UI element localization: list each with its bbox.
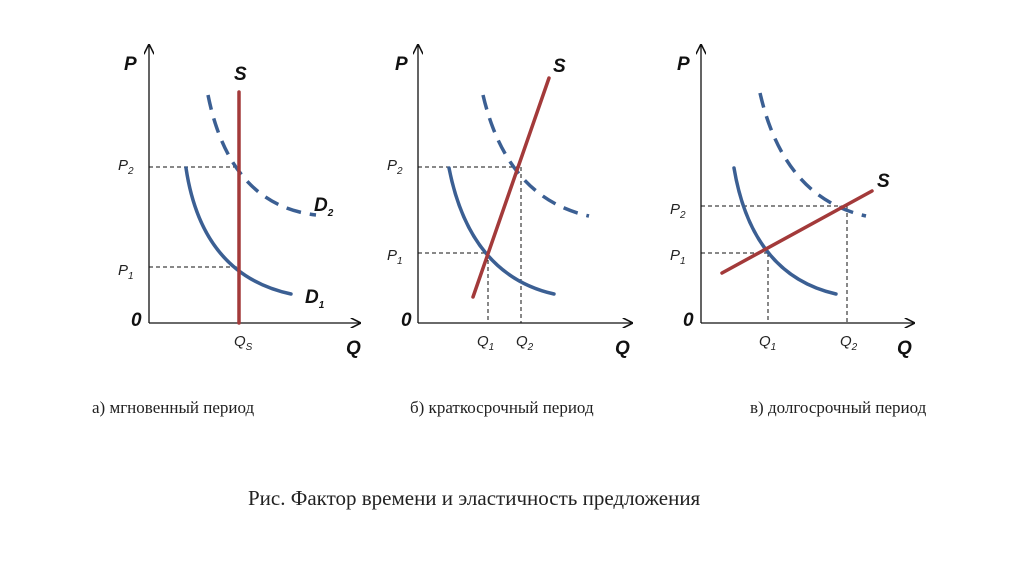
panel-c-demand-curve-2 <box>758 92 867 218</box>
panel-a-y-axis-label: P <box>124 54 137 75</box>
panel-b-supply-label: S <box>553 56 566 77</box>
panel-a-origin-label: 0 <box>131 310 142 331</box>
figure-title: Рис. Фактор времени и эластичность предл… <box>248 486 701 510</box>
panel-c-p1-label: P1 <box>670 247 686 267</box>
panel-b-y-axis-label: P <box>395 54 408 75</box>
panel-a-demand-curve-2 <box>206 94 317 217</box>
panel-b-caption: б) краткосрочный период <box>410 398 594 417</box>
panel-c-q1-label: Q1 <box>759 333 776 353</box>
panel-b-demand-curve-2 <box>481 94 590 218</box>
panel-b-q1-label: Q1 <box>477 333 494 353</box>
panel-c-supply-curve <box>720 189 874 275</box>
panel-b-origin-label: 0 <box>401 310 412 331</box>
panel-a-x-axis-label: Q <box>346 338 361 359</box>
panel-c-supply-label: S <box>877 171 890 192</box>
panel-c: P Q 0 S P2 P1 Q1 Q2 <box>670 45 914 359</box>
panel-a: P Q 0 S D2 D1 P2 P1 QS <box>118 45 361 359</box>
panel-c-demand-curve-1 <box>732 166 838 296</box>
panel-b-p1-label: P1 <box>387 247 403 267</box>
panel-a-demand1-label: D1 <box>305 287 325 311</box>
panel-c-caption: в) долгосрочный период <box>750 398 927 417</box>
panel-a-supply-label: S <box>234 64 247 85</box>
panel-b-q2-label: Q2 <box>516 333 534 353</box>
panel-c-q2-label: Q2 <box>840 333 858 353</box>
panel-b-demand-curve-1 <box>447 166 556 296</box>
panel-a-qs-label: QS <box>234 333 253 353</box>
panel-a-caption: а) мгновенный период <box>92 398 255 417</box>
panel-c-origin-label: 0 <box>683 310 694 331</box>
panel-c-p2-label: P2 <box>670 201 686 221</box>
panel-b-supply-curve <box>471 76 551 299</box>
panel-c-y-axis-label: P <box>677 54 690 75</box>
panel-a-p2-label: P2 <box>118 157 134 177</box>
panel-b-x-axis-label: Q <box>615 338 630 359</box>
panel-b: P Q 0 S P2 P1 Q1 Q2 <box>387 45 632 359</box>
panel-a-demand2-label: D2 <box>314 195 334 219</box>
panel-a-p1-label: P1 <box>118 262 134 282</box>
panel-c-x-axis-label: Q <box>897 338 912 359</box>
panel-a-demand-curve-1 <box>184 166 293 296</box>
panel-b-p2-label: P2 <box>387 157 403 177</box>
